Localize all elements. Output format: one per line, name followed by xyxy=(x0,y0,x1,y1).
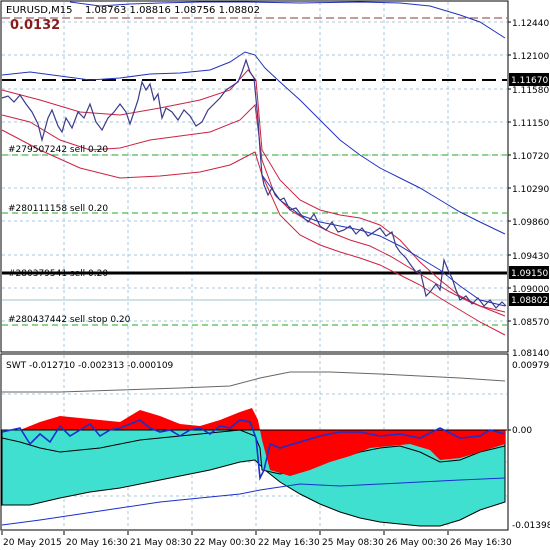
y-tick: 1.10720 xyxy=(512,152,549,162)
price-tag-upper: 1.11670 xyxy=(511,76,548,86)
y-tick: 1.08570 xyxy=(512,318,549,328)
value-display: 0.0132 xyxy=(10,18,60,33)
lower-blue-band xyxy=(261,174,506,307)
x-tick: 20 May 2015 xyxy=(3,538,62,548)
middle-red-band xyxy=(1,103,506,317)
symbol-label: EURUSD,M15 xyxy=(6,5,72,16)
lower-red-band xyxy=(1,129,506,336)
order-label-1[interactable]: #279507242 sell 0.20 xyxy=(8,145,108,155)
cyan-area xyxy=(1,429,506,527)
y-tick: 1.09430 xyxy=(512,252,549,262)
price-line xyxy=(1,58,507,309)
y-tick: 1.11580 xyxy=(512,86,549,96)
sub-y-tick: 0.009797 xyxy=(512,361,550,371)
price-tags: 1.11670 1.09150 1.08802 xyxy=(509,73,549,306)
x-tick: 20 May 16:30 xyxy=(66,538,128,548)
x-tick: 25 May 08:30 xyxy=(322,538,384,548)
x-tick: 21 May 08:30 xyxy=(130,538,192,548)
order-label-3[interactable]: #280379541 sell 0.20 xyxy=(8,269,108,279)
sub-y-tick: 0.00 xyxy=(512,426,532,436)
price-axis: 1.12440 1.12100 1.11580 1.11150 1.10720 … xyxy=(508,19,549,359)
upper-blue-band xyxy=(1,51,506,235)
main-chart-frame xyxy=(0,0,509,353)
price-tag-current: 1.08802 xyxy=(511,296,548,306)
y-tick: 1.08140 xyxy=(512,349,549,359)
swt-blue-line xyxy=(1,419,506,481)
swt-blue-lower xyxy=(1,477,506,526)
price-tag-lower: 1.09150 xyxy=(511,269,548,279)
price-bands xyxy=(1,1,506,336)
x-tick: 26 May 00:30 xyxy=(386,538,448,548)
price-tag-box xyxy=(509,293,549,306)
top-blue-band xyxy=(69,1,506,39)
ohlc-label: 1.08763 1.08816 1.08756 1.08802 xyxy=(85,5,260,16)
x-tick: 26 May 16:30 xyxy=(450,538,512,548)
y-tick: 1.12100 xyxy=(512,52,549,62)
inner-red-band xyxy=(1,69,506,313)
swt-gray-upper xyxy=(2,371,506,393)
price-tag-box xyxy=(509,266,549,279)
order-label-2[interactable]: #280111158 sell 0.20 xyxy=(8,204,108,214)
y-tick: 1.12440 xyxy=(512,19,549,29)
y-tick: 1.11150 xyxy=(512,119,549,129)
price-tag-box xyxy=(509,73,549,86)
y-tick: 1.09860 xyxy=(512,218,549,228)
y-tick: 1.09000 xyxy=(512,285,549,295)
time-axis: 20 May 2015 20 May 16:30 21 May 08:30 22… xyxy=(1,531,512,548)
sub-chart-title: SWT -0.012710 -0.002313 -0.000109 xyxy=(6,361,174,371)
red-area xyxy=(20,408,505,476)
y-tick: 1.10290 xyxy=(512,185,549,195)
x-tick: 22 May 16:30 xyxy=(258,538,320,548)
order-label-4[interactable]: #280437442 sell stop 0.20 xyxy=(8,315,131,325)
x-tick: 22 May 00:30 xyxy=(194,538,256,548)
sub-histograms xyxy=(1,371,507,527)
